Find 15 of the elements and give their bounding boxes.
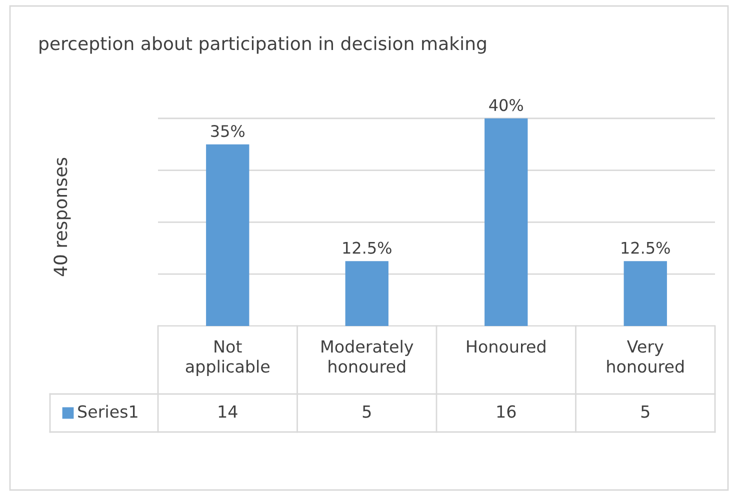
data-label: 12.5% bbox=[343, 242, 392, 254]
y-axis-title: 40 responses bbox=[54, 158, 71, 276]
text: 14 bbox=[218, 405, 238, 418]
data-label: 12.5% bbox=[622, 242, 670, 254]
legend-label: Series1 bbox=[78, 404, 138, 418]
data-label: 35% bbox=[211, 124, 244, 138]
text: 5 bbox=[641, 405, 650, 418]
x-tick-label: Moderately honoured bbox=[322, 340, 414, 373]
text: 5 bbox=[362, 405, 371, 418]
x-tick-label: Not applicable bbox=[186, 340, 270, 376]
x-tick-label: Very honoured bbox=[607, 340, 684, 373]
chart-title: perception about participation in decision making bbox=[40, 36, 486, 54]
text: 16 bbox=[497, 405, 516, 418]
data-label: 40% bbox=[489, 99, 523, 112]
x-tick-label: Honoured bbox=[467, 340, 546, 353]
